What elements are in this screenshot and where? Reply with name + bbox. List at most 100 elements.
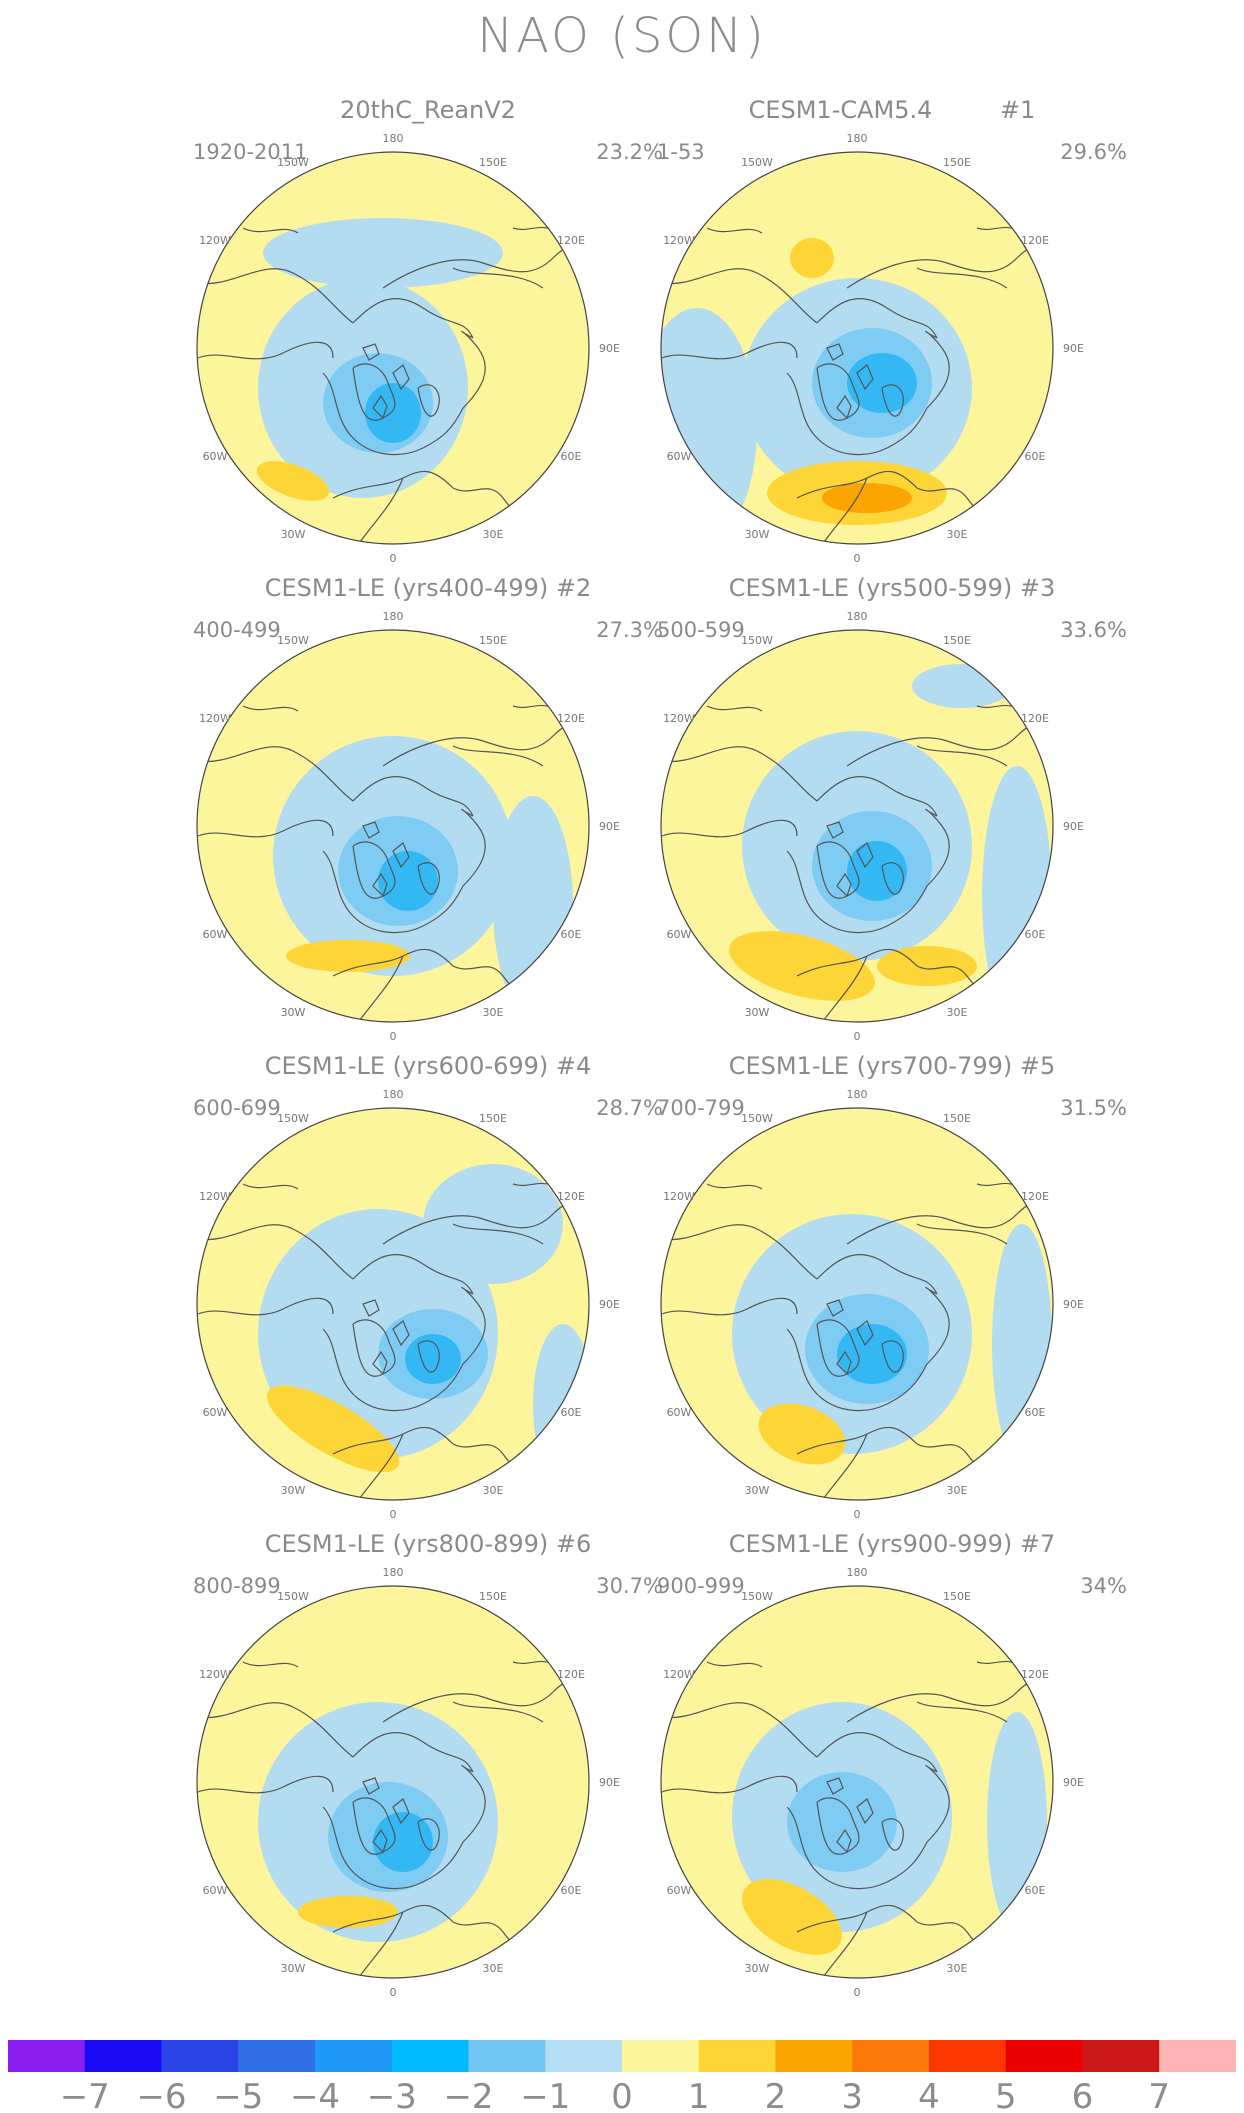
longitude-label: 150W [277,156,309,169]
longitude-label: 120E [557,1668,585,1681]
coastlines [661,1182,1053,1500]
colorbar-swatch [545,2040,623,2072]
panel-number: #2 [548,574,592,602]
longitude-label: 180 [847,610,868,623]
panel-title-text: CESM1-LE (yrs600-699) [264,1052,549,1080]
panel-title: 20thC_ReanV2 [193,96,663,124]
longitude-label: 90E [1063,1776,1084,1789]
longitude-label: 150E [943,1590,971,1603]
map-panel: CESM1-LE (yrs900-999) #7 900-999 34% 180 150… [657,1530,1127,2004]
coastlines [197,226,589,544]
longitude-label: 60W [667,450,692,463]
panel-year-range: 1920-2011 [193,140,308,164]
longitude-label: 0 [390,1508,397,1521]
colorbar-tick-label: −6 [136,2077,186,2110]
colorbar-tick-label: −5 [213,2077,263,2110]
polar-map: 180150E120E90E60E30E030W60W90W120W150W [660,1566,1084,1999]
map-boundary [660,1107,1054,1501]
longitude-label: 120E [1021,234,1049,247]
negative-anomaly [365,383,421,443]
colorbar-tick-label: 0 [611,2077,633,2110]
colorbar-swatch [84,2040,162,2072]
panel-title-text: CESM1-LE (yrs900-999) [728,1530,1013,1558]
longitude-label: 120E [1021,712,1049,725]
longitude-label: 150E [479,1112,507,1125]
colorbar-tick-label: 6 [1072,2077,1094,2110]
longitude-label: 0 [854,1030,861,1043]
positive-anomaly [877,946,977,986]
panel-variance-pct: 28.7% [596,1096,663,1120]
map-boundary [660,1585,1054,1979]
positive-anomaly [298,1896,398,1928]
colorbar-swatch [852,2040,930,2072]
map-panel: 20thC_ReanV2 1920-2011 23.2% 180 150E 120E 90E… [193,96,663,570]
coastlines [661,704,1053,1022]
negative-anomaly [847,841,907,901]
longitude-label: 90E [1063,1298,1084,1311]
longitude-label: 150W [741,156,773,169]
panel-year-range: 1-53 [657,140,705,164]
colorbar-tick-label: 4 [918,2077,940,2110]
longitude-label: 30E [483,528,504,541]
longitude-label: 120E [1021,1668,1049,1681]
longitude-label: 30W [745,1484,770,1497]
longitude-label: 30E [483,1006,504,1019]
longitude-label: 0 [390,552,397,565]
map-panel: CESM1-CAM5.4 #1 1-53 29.6% 180 150E 120E 90E 60… [657,96,1127,570]
colorbar-swatch [1082,2040,1160,2072]
longitude-label: 180 [383,1088,404,1101]
map-boundary [196,1585,590,1979]
longitude-label: 30E [483,1962,504,1975]
longitude-label: 120E [557,1190,585,1203]
positive-anomaly [286,940,410,972]
colorbar: −7 −6 −5 −4 −3 −2 −1 0 1 2 3 4 5 6 7 [8,2040,1236,2110]
longitude-label: 150E [943,156,971,169]
polar-map: 180150E120E90E60E30E030W60W90W120W150W [196,1088,620,1521]
longitude-label: 30E [483,1484,504,1497]
panel-title: CESM1-LE (yrs600-699) #4 [193,1052,663,1080]
longitude-label: 180 [847,1088,868,1101]
colorbar-swatch [775,2040,853,2072]
colorbar-swatch [622,2040,700,2072]
colorbar-tick-label: −1 [520,2077,570,2110]
negative-anomaly [378,851,438,911]
colorbar-swatch [1159,2040,1236,2072]
panel-title: CESM1-LE (yrs700-799) #5 [657,1052,1127,1080]
longitude-label: 150E [479,634,507,647]
panel-variance-pct: 30.7% [596,1574,663,1598]
colorbar-tick-label: −4 [290,2077,340,2110]
negative-anomaly [847,353,917,413]
colorbar-tick-label: 7 [1148,2077,1170,2110]
negative-anomaly [493,796,573,1016]
positive-anomaly [822,483,912,513]
longitude-label: 60E [561,450,582,463]
longitude-label: 60W [667,928,692,941]
longitude-label: 30W [281,1006,306,1019]
map-panel: CESM1-LE (yrs700-799) #5 700-799 31.5% 180 1… [657,1052,1127,1526]
negative-anomaly [263,218,503,288]
colorbar-tick-label: 2 [765,2077,787,2110]
longitude-label: 30E [947,528,968,541]
longitude-label: 180 [383,610,404,623]
panel-title-text: CESM1-LE (yrs500-599) [728,574,1013,602]
panel-variance-pct: 34% [1080,1574,1127,1598]
longitude-label: 150E [479,156,507,169]
negative-anomaly [987,1712,1047,1932]
coastlines [661,1660,1053,1978]
positive-anomaly [758,1403,846,1465]
longitude-label: 90E [599,1776,620,1789]
map-boundary [196,629,590,1023]
longitude-label: 150E [943,634,971,647]
panel-number: #5 [1012,1052,1056,1080]
longitude-label: 90E [1063,342,1084,355]
figure-title: NAO (SON) [477,8,767,64]
colorbar-swatch [1005,2040,1083,2072]
negative-anomaly [982,766,1052,1022]
positive-anomaly [742,1879,842,1955]
panel-title-text: CESM1-LE (yrs800-899) [264,1530,549,1558]
panel-title-text: 20thC_ReanV2 [340,96,516,124]
longitude-label: 60E [1025,928,1046,941]
negative-anomaly [992,1224,1052,1464]
panel-variance-pct: 29.6% [1060,140,1127,164]
longitude-label: 60E [561,928,582,941]
